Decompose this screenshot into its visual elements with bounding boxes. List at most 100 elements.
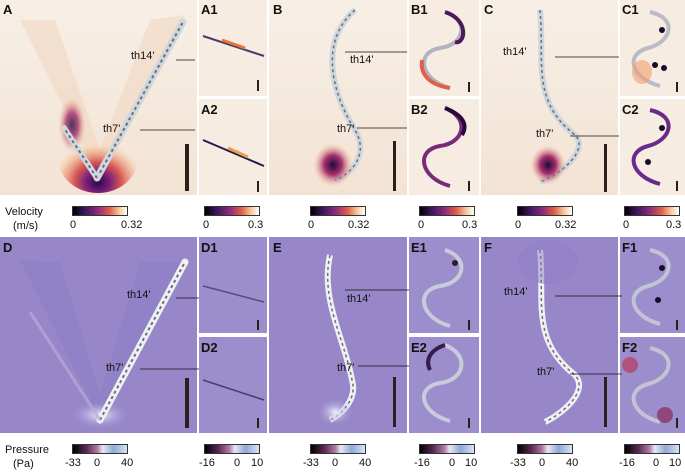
scale-bar (468, 320, 470, 330)
panel-label-c2: C2 (622, 102, 639, 117)
scale-bar (257, 181, 259, 192)
panel-label-e2: E2 (411, 340, 427, 355)
colorbar-tick: 0 (308, 219, 315, 231)
colorbar-tick: 0.32 (555, 219, 577, 231)
velocity-colorbar (310, 206, 366, 216)
scale-bar (257, 320, 259, 330)
panel-label-f: F (484, 240, 492, 255)
pressure-colorbar (204, 444, 260, 454)
scale-bar (468, 418, 470, 428)
colorbar-tick: 0.3 (248, 219, 264, 231)
colorbar-tick: -33 (65, 457, 81, 469)
colorbar-tick: -33 (303, 457, 319, 469)
colorbar-tick: 0 (203, 219, 210, 231)
colorbar-tick: 0 (623, 219, 630, 231)
panel-d1-image (199, 237, 267, 333)
scale-bar (676, 82, 678, 92)
colorbar-tick: 0 (70, 219, 77, 231)
pressure-colorbar (419, 444, 475, 454)
annotation-th7: th7' (536, 128, 554, 140)
colorbar-tick: 0 (418, 219, 425, 231)
colorbar-tick: 10 (465, 457, 478, 469)
colorbar-tick: -16 (199, 457, 215, 469)
pressure-unit: (Pa) (13, 458, 34, 470)
annotation-th7: th7' (337, 362, 355, 374)
panel-label-e1: E1 (411, 240, 427, 255)
panel-label-d1: D1 (201, 240, 218, 255)
panel-label-b2: B2 (411, 102, 428, 117)
colorbar-tick: -16 (414, 457, 430, 469)
panel-d2-image (199, 337, 267, 433)
colorbar-tick: 40 (359, 457, 372, 469)
colorbar-tick: 0.3 (666, 219, 682, 231)
pressure-colorbar (310, 444, 366, 454)
velocity-unit: (m/s) (13, 220, 39, 232)
annotation-th7: th7' (537, 366, 555, 378)
scale-bar (676, 320, 678, 330)
panel-f2-image (620, 337, 685, 433)
annotation-th14: th14' (504, 286, 528, 298)
scale-bar (604, 377, 607, 427)
colorbar-tick: 0 (94, 457, 101, 469)
velocity-colorbar (517, 206, 573, 216)
velocity-colorbar (419, 206, 475, 216)
scale-bar (676, 181, 678, 191)
colorbar-tick: 0 (234, 457, 241, 469)
scale-bar (393, 377, 396, 427)
colorbar-tick: 40 (121, 457, 134, 469)
colorbar-tick: 0.32 (348, 219, 370, 231)
scale-bar (257, 80, 259, 91)
scale-bar (468, 181, 470, 191)
scale-bar (604, 144, 607, 192)
panel-label-a1: A1 (201, 2, 218, 17)
annotation-th14: th14' (127, 289, 151, 301)
colorbar-tick: 0 (449, 457, 456, 469)
pressure-colorbar (517, 444, 573, 454)
pressure-colorbar (72, 444, 128, 454)
panel-label-d: D (3, 240, 13, 255)
annotation-th7: th7' (337, 123, 355, 135)
panel-label-f1: F1 (622, 240, 638, 255)
scale-bar (185, 144, 189, 191)
velocity-colorbar (72, 206, 128, 216)
colorbar-tick: 0.3 (462, 219, 478, 231)
panel-label-e: E (273, 240, 282, 255)
panel-label-a2: A2 (201, 102, 218, 117)
annotation-th7: th7' (103, 123, 121, 135)
panel-c2-image (620, 99, 685, 195)
pressure-colorbar (624, 444, 680, 454)
colorbar-tick: 0.32 (121, 219, 143, 231)
annotation-th7: th7' (106, 362, 124, 374)
panel-label-b: B (273, 2, 283, 17)
scale-bar (257, 418, 259, 428)
panel-label-c: C (484, 2, 494, 17)
colorbar-tick: 0 (539, 457, 546, 469)
colorbar-tick: -33 (510, 457, 526, 469)
panel-label-b1: B1 (411, 2, 428, 17)
colorbar-tick: 0 (653, 457, 660, 469)
colorbar-tick: -16 (619, 457, 635, 469)
annotation-th14: th14' (131, 50, 155, 62)
pressure-label: Pressure (5, 444, 50, 456)
colorbar-tick: 0 (515, 219, 522, 231)
annotation-th14: th14' (503, 46, 527, 58)
panel-label-c1: C1 (622, 2, 639, 17)
panel-a2-image (199, 99, 267, 195)
scale-bar (468, 82, 470, 92)
velocity-colorbar (624, 206, 680, 216)
panel-label-f2: F2 (622, 340, 638, 355)
colorbar-tick: 40 (566, 457, 579, 469)
colorbar-tick: 10 (251, 457, 264, 469)
scale-bar (393, 141, 396, 191)
velocity-label: Velocity (5, 206, 43, 218)
velocity-colorbar (204, 206, 260, 216)
panel-label-d2: D2 (201, 340, 218, 355)
panel-a1-image (199, 0, 267, 96)
colorbar-tick: 10 (669, 457, 682, 469)
annotation-th14: th14' (347, 293, 371, 305)
annotation-th14: th14' (350, 54, 374, 66)
panel-label-a: A (3, 2, 13, 17)
scale-bar (185, 378, 189, 428)
scale-bar (676, 418, 678, 428)
